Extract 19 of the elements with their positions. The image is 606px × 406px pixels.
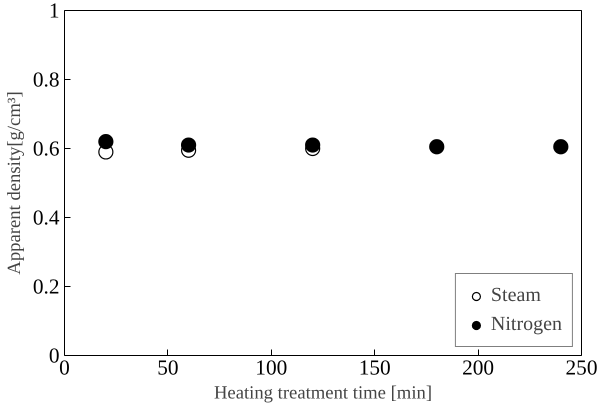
y-tick-label: 0.2 — [32, 274, 60, 298]
x-tick-label: 200 — [462, 356, 494, 380]
point — [553, 139, 568, 154]
x-tick-label: 100 — [255, 356, 288, 380]
legend-label: Steam — [490, 284, 541, 307]
y-tick-label: 1 — [48, 0, 60, 22]
y-axis-title: Apparent density[g/cm³] — [4, 91, 25, 275]
point — [305, 137, 320, 153]
point — [429, 139, 444, 154]
x-axis-title: Heating treatment time [min] — [214, 382, 432, 404]
y-tick-label: 0.6 — [32, 136, 60, 160]
x-tick-label: 50 — [157, 356, 179, 380]
point — [180, 137, 196, 153]
y-tick-label: 0.8 — [32, 68, 60, 92]
x-tick-label: 150 — [358, 356, 391, 380]
x-tick-label: 250 — [566, 356, 598, 380]
y-tick-label: 0.4 — [32, 206, 60, 230]
point — [98, 134, 114, 150]
legend-label: Nitrogen — [490, 313, 562, 336]
